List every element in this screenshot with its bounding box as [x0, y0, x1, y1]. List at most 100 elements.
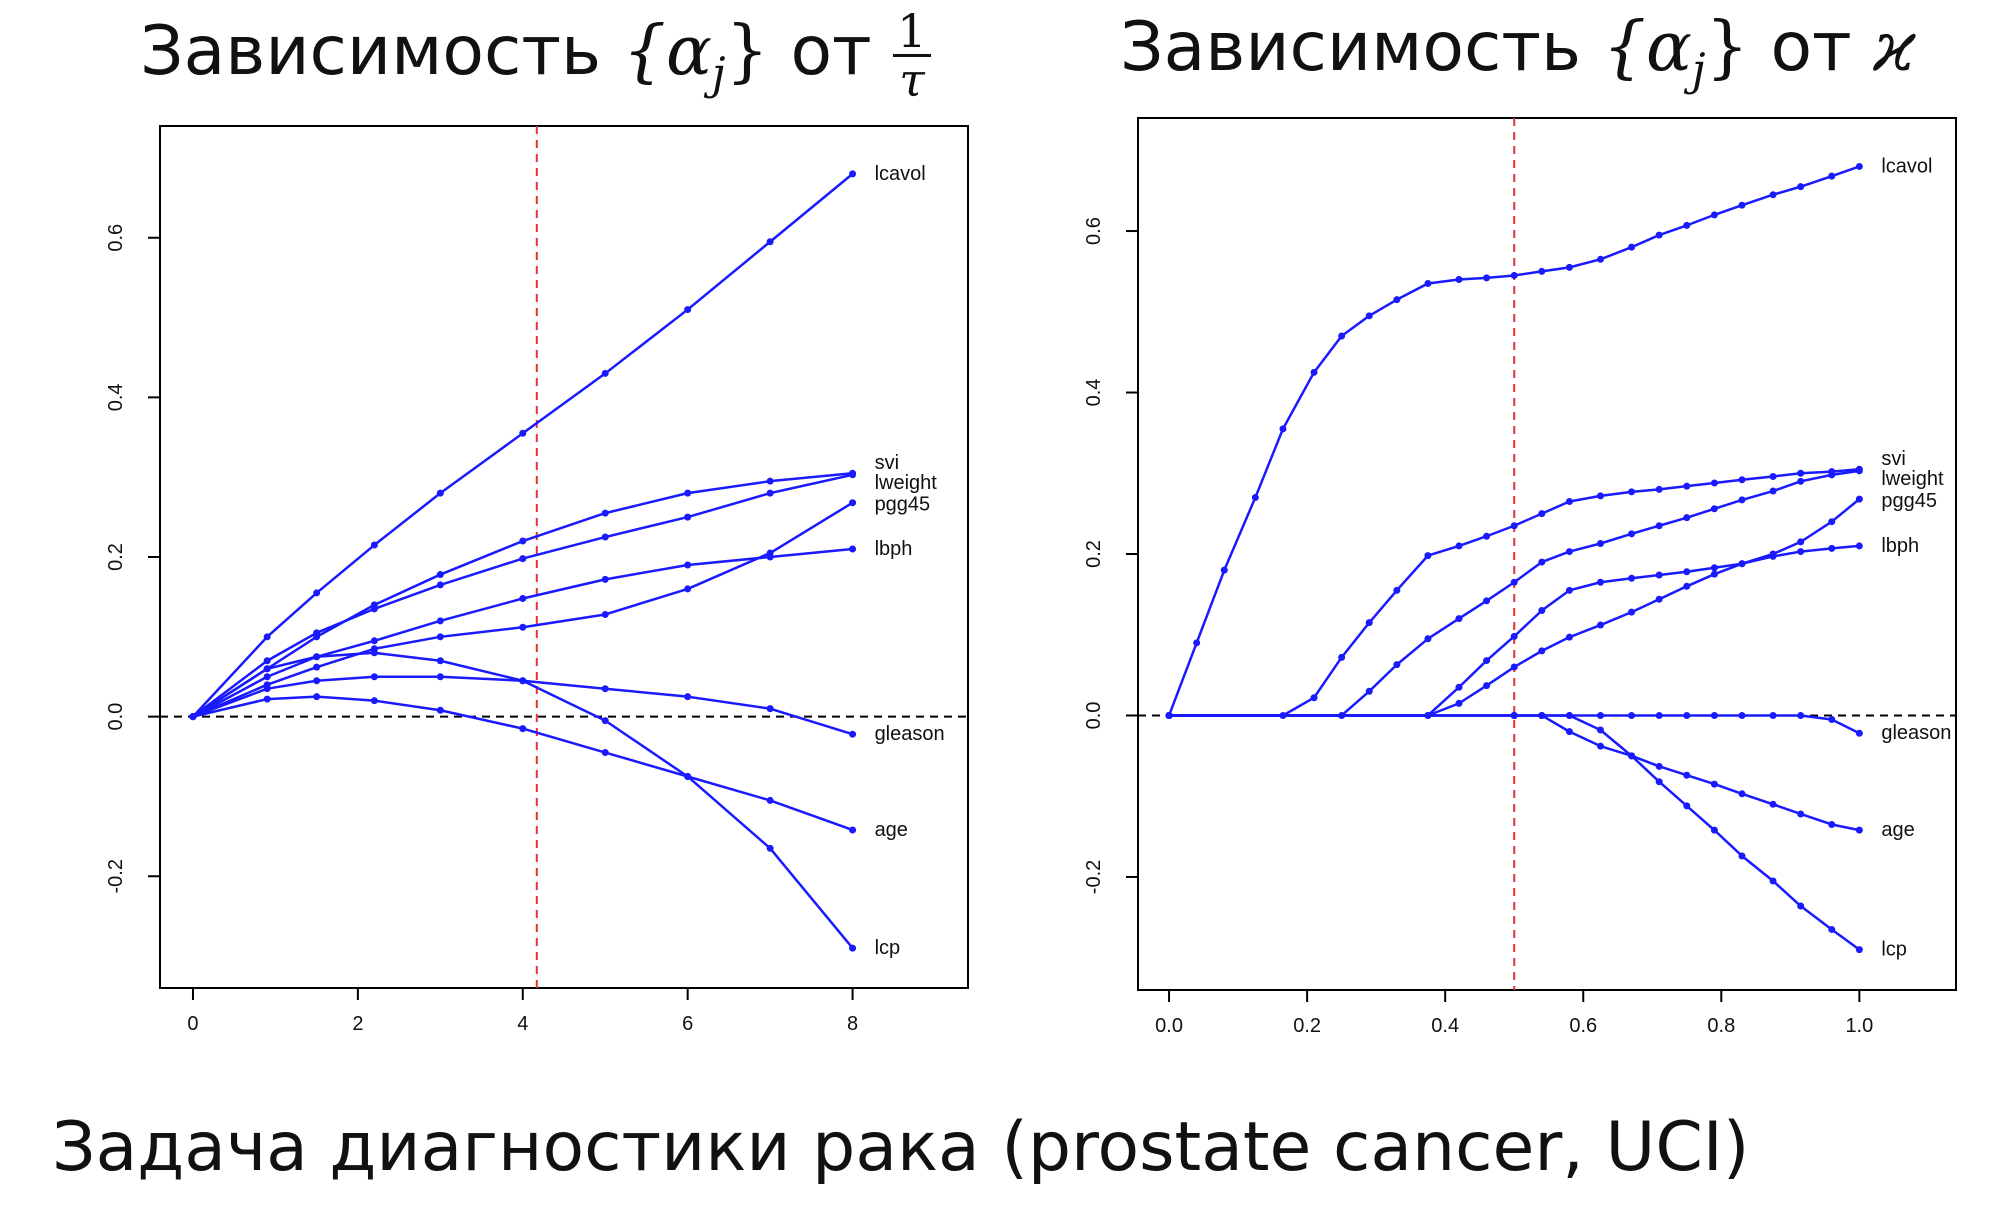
data-point-gleason: [1828, 716, 1836, 724]
right-title-subscript: j: [1691, 44, 1706, 96]
data-point-svi: [1797, 469, 1805, 477]
data-point-gleason: [436, 673, 444, 681]
series-line-lbph: [192, 547, 853, 718]
series-label-lbph: lbph: [875, 538, 913, 560]
data-point-gleason: [766, 705, 774, 713]
x-tick-label: 0.4: [1431, 1015, 1459, 1037]
data-point-gleason: [849, 730, 857, 738]
data-point-lcavol: [1279, 425, 1287, 433]
y-tick-label: 0.0: [105, 703, 127, 731]
data-point-svi: [1683, 482, 1691, 490]
right-title-mid: от: [1748, 8, 1874, 87]
data-point-lbph: [849, 545, 857, 553]
data-point-gleason: [1738, 711, 1746, 719]
data-point-lcp: [436, 657, 444, 665]
series-lweight: lweight: [189, 471, 938, 721]
series-label-svi: svi: [875, 452, 899, 474]
data-point-lcavol: [370, 541, 378, 549]
data-point-gleason: [1855, 729, 1863, 737]
data-point-lbph: [436, 617, 444, 625]
data-point-svi: [1596, 492, 1604, 500]
data-point-lcavol: [601, 369, 609, 377]
left-title-subscript: j: [711, 48, 726, 100]
data-point-pgg45: [519, 623, 527, 631]
x-tick-label: 2: [352, 1013, 363, 1035]
data-point-lcp: [1628, 752, 1636, 760]
data-point-lcavol: [313, 589, 321, 597]
data-point-gleason: [1596, 711, 1604, 719]
left-title-set-open: {α: [622, 12, 712, 92]
data-point-lbph: [1797, 548, 1805, 556]
data-point-age: [519, 725, 527, 733]
series-label-pgg45: pgg45: [1881, 490, 1937, 512]
x-tick-label: 0: [187, 1013, 198, 1035]
data-point-lweight: [1655, 522, 1663, 530]
data-point-lcavol: [1393, 296, 1401, 304]
data-point-lweight: [1797, 477, 1805, 485]
data-point-age: [1855, 826, 1863, 834]
data-point-lcavol: [1769, 191, 1777, 199]
series-line-pgg45: [192, 501, 854, 718]
data-point-lcavol: [1251, 493, 1259, 501]
data-point-lbph: [1828, 544, 1836, 552]
data-point-pgg45: [1596, 578, 1604, 586]
right-title-symbol: ϰ: [1873, 8, 1916, 87]
data-point-lweight: [766, 489, 774, 497]
data-point-lweight: [436, 581, 444, 589]
x-tick-label: 0.8: [1707, 1015, 1735, 1037]
data-point-age: [849, 826, 857, 834]
data-point-lbph: [1565, 633, 1573, 641]
data-point-lweight: [1628, 530, 1636, 538]
data-point-lweight: [1538, 558, 1546, 566]
series-label-lweight: lweight: [875, 472, 938, 494]
left-title-prefix: Зависимость: [140, 12, 623, 92]
left-title-fraction-denominator: τ: [899, 53, 925, 107]
data-point-svi: [1424, 552, 1432, 560]
data-point-gleason: [1710, 711, 1718, 719]
series-line-lcp: [1169, 714, 1861, 951]
data-point-age: [1710, 780, 1718, 788]
data-point-gleason: [1683, 711, 1691, 719]
data-point-gleason: [1628, 711, 1636, 719]
data-point-lweight: [1455, 615, 1463, 623]
data-point-age: [1828, 820, 1836, 828]
data-point-lcavol: [684, 306, 692, 314]
data-point-lweight: [1710, 505, 1718, 513]
data-point-age: [1769, 800, 1777, 808]
right-chart-title: Зависимость {αj} от ϰ: [1120, 8, 1916, 96]
data-point-lcp: [1710, 826, 1718, 834]
data-point-age: [1565, 728, 1573, 736]
data-point-age: [1738, 790, 1746, 798]
x-axis: 0.0 0.2 0.4 0.6 0.8 1.0: [1155, 990, 1873, 1037]
data-point-lcp: [519, 677, 527, 685]
series-line-age: [1169, 714, 1860, 832]
data-point-pgg45: [601, 610, 609, 618]
data-point-lcp: [313, 653, 321, 661]
data-point-gleason: [263, 685, 271, 693]
data-point-lbph: [1710, 570, 1718, 578]
data-point-svi: [1483, 532, 1491, 540]
data-point-lweight: [1828, 471, 1836, 479]
series-label-lcp: lcp: [875, 937, 901, 959]
series-line-svi: [1169, 467, 1860, 717]
data-point-gleason: [370, 673, 378, 681]
data-point-lbph: [766, 553, 774, 561]
data-point-lbph: [1769, 552, 1777, 560]
data-point-lcp: [1683, 802, 1691, 810]
data-point-svi: [1738, 476, 1746, 484]
data-point-lcp: [1655, 778, 1663, 786]
data-point-lcavol: [519, 429, 527, 437]
data-point-lbph: [1538, 647, 1546, 655]
data-point-age: [1683, 771, 1691, 779]
data-point-lcp: [684, 772, 692, 780]
x-tick-label: 0.2: [1293, 1015, 1321, 1037]
y-tick-label: 0.2: [1083, 540, 1105, 568]
data-point-gleason: [601, 685, 609, 693]
series-svi: svi: [1165, 448, 1906, 719]
series-pgg45: pgg45: [1165, 490, 1937, 719]
data-point-svi: [1310, 694, 1318, 702]
data-point-age: [766, 796, 774, 804]
x-tick-label: 0.6: [1569, 1015, 1597, 1037]
